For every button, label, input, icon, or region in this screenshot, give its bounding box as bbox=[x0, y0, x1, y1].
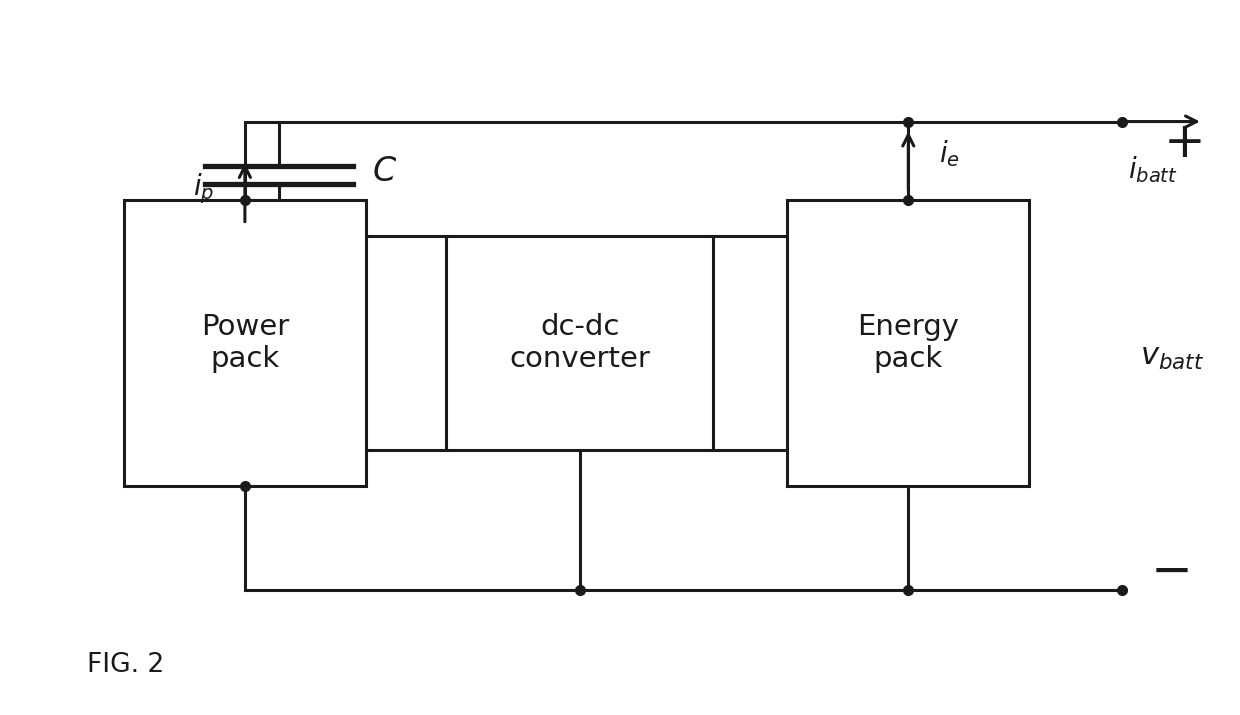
Text: Energy
pack: Energy pack bbox=[857, 313, 960, 373]
Text: $v_{batt}$: $v_{batt}$ bbox=[1140, 343, 1204, 372]
Text: $i_e$: $i_e$ bbox=[940, 138, 960, 169]
Text: −: − bbox=[1151, 548, 1193, 596]
Text: $C$: $C$ bbox=[372, 155, 397, 188]
Bar bbox=[124, 200, 366, 486]
Bar bbox=[787, 200, 1029, 486]
Text: +: + bbox=[1163, 119, 1205, 167]
Text: Power
pack: Power pack bbox=[201, 313, 289, 373]
Text: FIG. 2: FIG. 2 bbox=[87, 652, 164, 678]
Text: dc-dc
converter: dc-dc converter bbox=[510, 313, 650, 373]
Bar bbox=[446, 236, 713, 450]
Text: $i_p$: $i_p$ bbox=[192, 172, 215, 206]
Text: $i_{batt}$: $i_{batt}$ bbox=[1128, 154, 1178, 184]
